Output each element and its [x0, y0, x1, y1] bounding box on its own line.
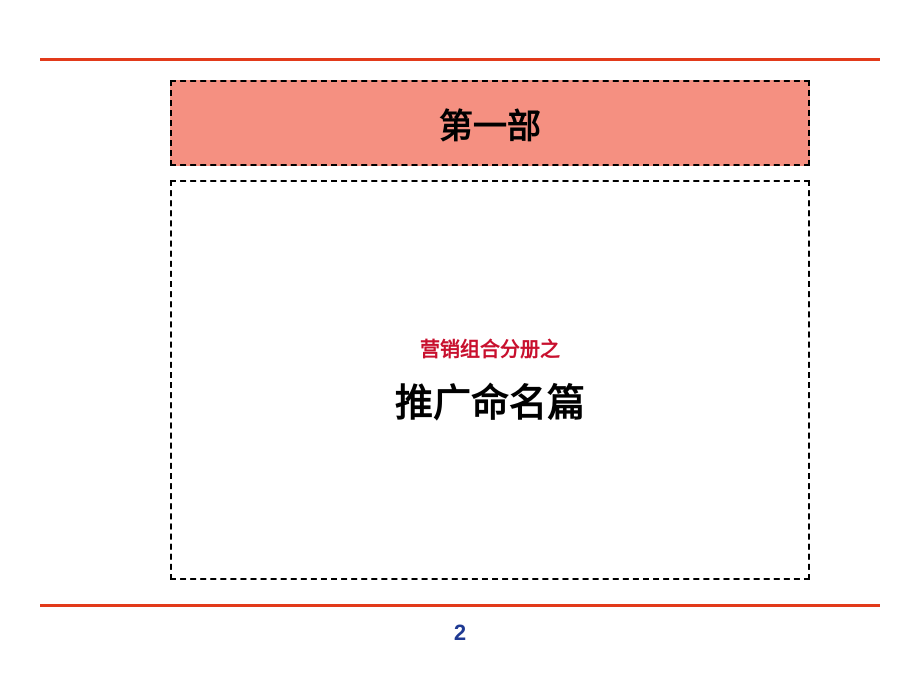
section-title: 第一部 [439, 99, 541, 148]
page-number: 2 [0, 620, 920, 646]
bottom-rule [40, 604, 880, 607]
subtitle: 营销组合分册之 [420, 333, 560, 362]
top-rule [40, 58, 880, 61]
main-title: 推广命名篇 [395, 372, 585, 427]
main-box: 营销组合分册之 推广命名篇 [170, 180, 810, 580]
header-box: 第一部 [170, 80, 810, 166]
